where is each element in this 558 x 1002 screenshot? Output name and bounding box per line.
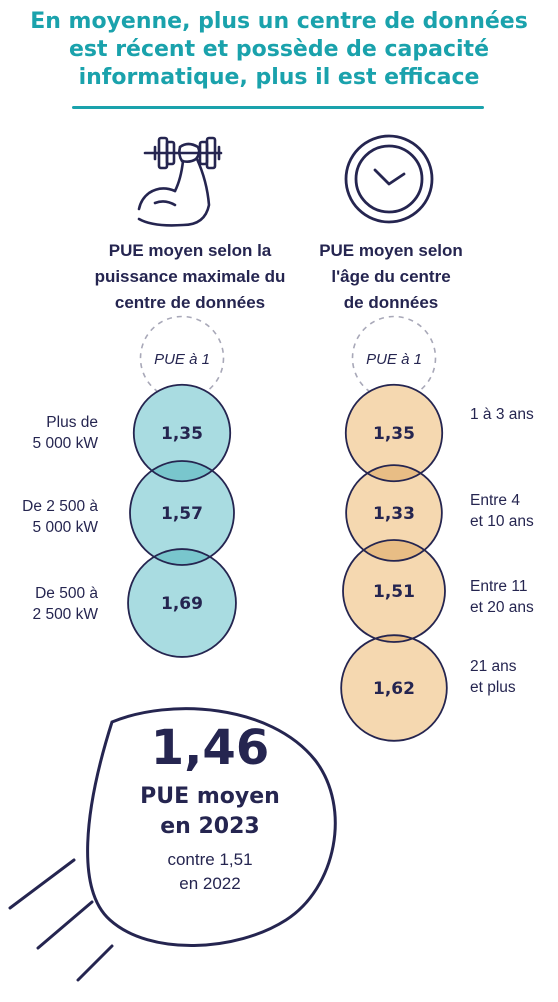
label-line: Entre 4: [470, 492, 520, 509]
right-title-line: PUE moyen selon: [319, 241, 463, 260]
caption-line: PUE moyen: [140, 784, 280, 809]
label-line: Plus de: [46, 414, 98, 431]
right-title-line: de données: [343, 293, 439, 312]
title-underline: [72, 106, 484, 109]
right-title-line: l'âge du centre: [331, 267, 451, 286]
left-reference-circle: [139, 315, 225, 401]
label-line: et plus: [470, 679, 516, 696]
right-bubble: [343, 540, 445, 642]
summary-bubble: [8, 707, 337, 982]
left-bubble-outline: [127, 548, 237, 658]
compare-line: contre 1,51: [167, 850, 253, 869]
right-chart-title: PUE moyen selon l'âge du centre de donné…: [300, 238, 482, 316]
left-value-label: 1,35: [161, 424, 203, 444]
page-title: En moyenne, plus un centre de données es…: [0, 8, 558, 92]
label-line: 2 500 kW: [32, 606, 98, 623]
left-bubble: [130, 461, 234, 565]
left-title-line: puissance maximale du: [94, 267, 286, 286]
right-value-label: 1,62: [373, 679, 415, 699]
label-line: 5 000 kW: [32, 519, 98, 536]
label-line: Entre 11: [470, 578, 528, 595]
right-bubble: [345, 384, 443, 482]
summary-value: 1,46: [150, 720, 270, 776]
dumbbell-arm-icon: [137, 136, 223, 227]
label-line: De 500 à: [35, 585, 98, 602]
left-reference-label: PUE à 1: [154, 351, 210, 368]
left-chart-title: PUE moyen selon la puissance maximale du…: [80, 238, 300, 316]
label-line: et 20 ans: [470, 599, 534, 616]
left-title-line: PUE moyen selon la: [108, 241, 272, 260]
left-value-label: 1,69: [161, 594, 203, 614]
right-value-label: 1,33: [373, 504, 415, 524]
right-category-label: Entre 4 et 10 ans: [470, 490, 558, 532]
title-line: En moyenne, plus un centre de données: [30, 9, 528, 34]
summary-comparison: contre 1,51 en 2022: [100, 848, 320, 896]
right-value-label: 1,51: [373, 582, 415, 602]
title-line: informatique, plus il est efficace: [78, 65, 480, 90]
right-bubble-outline: [342, 539, 446, 643]
right-bubble: [346, 465, 442, 561]
left-bubble: [133, 384, 231, 482]
left-bubble: [128, 549, 236, 657]
left-bubble-outline: [132, 383, 232, 483]
right-bubble-outline: [340, 634, 448, 742]
compare-line: en 2022: [179, 874, 241, 893]
left-value-label: 1,57: [161, 504, 203, 524]
right-reference-circle: [351, 315, 437, 401]
caption-line: en 2023: [160, 814, 260, 839]
label-line: 5 000 kW: [32, 435, 98, 452]
right-bubble-outline: [344, 383, 444, 483]
right-bubble: [341, 635, 447, 741]
title-line: est récent et possède de capacité: [69, 37, 489, 62]
label-line: De 2 500 à: [22, 498, 98, 515]
left-bubble-outline: [129, 460, 235, 566]
summary-caption: PUE moyen en 2023: [100, 782, 320, 842]
label-line: 1 à 3 ans: [470, 406, 534, 423]
left-category-label: De 500 à 2 500 kW: [8, 583, 98, 625]
label-line: et 10 ans: [470, 513, 534, 530]
right-category-label: Entre 11 et 20 ans: [470, 576, 558, 618]
left-title-line: centre de données: [114, 293, 266, 312]
right-value-label: 1,35: [373, 424, 415, 444]
right-category-label: 21 ans et plus: [470, 656, 558, 698]
right-category-label: 1 à 3 ans: [470, 404, 558, 425]
right-bubble-outline: [345, 464, 443, 562]
clock-icon: [344, 134, 434, 224]
left-category-label: De 2 500 à 5 000 kW: [8, 496, 98, 538]
left-category-label: Plus de 5 000 kW: [8, 412, 98, 454]
label-line: 21 ans: [470, 658, 517, 675]
right-reference-label: PUE à 1: [366, 351, 422, 368]
